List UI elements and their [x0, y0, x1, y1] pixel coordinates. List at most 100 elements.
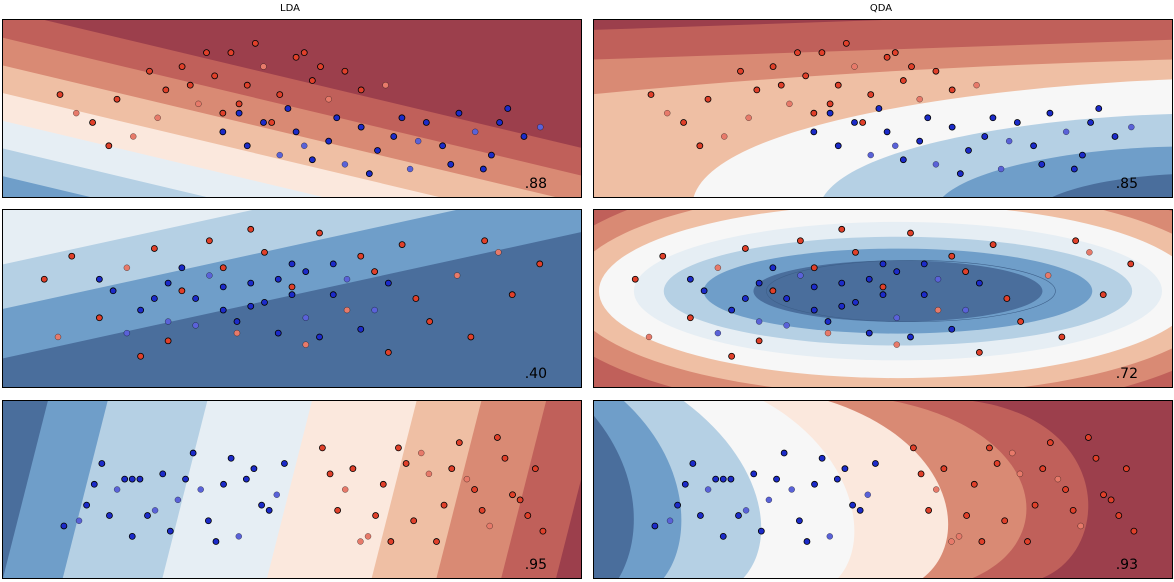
red-point	[509, 491, 516, 499]
lda-score-1: .88	[524, 176, 547, 192]
red-point	[357, 86, 365, 94]
blue-point	[783, 322, 790, 329]
blue-point	[975, 279, 983, 287]
blue-point	[697, 512, 704, 519]
blue-point	[206, 272, 213, 279]
red-point	[794, 49, 801, 56]
decision-band	[556, 479, 581, 578]
blue-point	[333, 114, 341, 122]
blue-point	[128, 475, 136, 483]
red-point	[325, 96, 332, 103]
blue-point	[233, 318, 241, 325]
red-point	[1127, 260, 1135, 268]
blue-point	[136, 475, 144, 483]
red-point	[531, 465, 539, 472]
blue-point	[265, 507, 273, 514]
blue-point	[907, 333, 914, 341]
blue-point	[892, 142, 899, 149]
red-point	[1058, 333, 1066, 341]
blue-point	[219, 283, 227, 291]
red-point	[89, 119, 96, 126]
red-point	[647, 91, 655, 98]
blue-point	[651, 522, 659, 530]
blue-point	[965, 147, 972, 154]
blue-point	[700, 287, 708, 295]
red-point	[810, 109, 818, 117]
red-point	[1001, 517, 1009, 525]
red-point	[893, 341, 900, 348]
red-point	[786, 100, 793, 107]
red-point	[130, 133, 137, 140]
qda-plot-1	[594, 20, 1172, 197]
scatter-points	[56, 39, 544, 178]
red-point	[357, 252, 365, 260]
red-point	[1085, 434, 1092, 441]
red-point	[349, 465, 357, 472]
blue-point	[755, 279, 763, 287]
red-point	[178, 287, 186, 295]
blue-point	[810, 306, 818, 314]
blue-point	[865, 329, 873, 337]
decision-ellipse	[753, 260, 1043, 322]
red-point	[154, 114, 161, 121]
red-point	[384, 349, 392, 356]
blue-point	[357, 123, 365, 131]
red-point	[402, 460, 410, 467]
blue-point	[920, 260, 928, 268]
red-point	[802, 72, 810, 80]
blue-point	[1063, 128, 1070, 135]
red-point	[343, 306, 351, 314]
red-point	[357, 538, 364, 545]
blue-point	[164, 318, 172, 325]
red-point	[664, 110, 671, 117]
blue-point	[365, 170, 373, 178]
blue-point	[797, 272, 804, 279]
blue-point	[343, 276, 351, 283]
blue-point	[879, 260, 887, 268]
red-point	[302, 341, 309, 348]
red-point	[1009, 449, 1016, 457]
red-point	[467, 333, 475, 341]
lda-score-2: .40	[524, 366, 547, 382]
blue-point	[783, 295, 791, 302]
red-point	[916, 96, 923, 103]
blue-point	[997, 165, 1005, 173]
red-point	[426, 318, 434, 325]
blue-point	[447, 161, 455, 168]
red-point	[233, 329, 241, 337]
red-point	[993, 460, 1001, 467]
scatter-points	[651, 434, 1138, 545]
blue-point	[689, 460, 697, 467]
red-point	[205, 237, 213, 245]
blue-point	[883, 128, 891, 136]
red-point	[137, 352, 145, 360]
blue-point	[1013, 119, 1021, 126]
red-point	[1024, 538, 1031, 545]
blue-point	[496, 119, 503, 126]
blue-point	[757, 527, 765, 535]
blue-point	[838, 302, 846, 310]
blue-point	[1087, 119, 1094, 126]
red-point	[1092, 454, 1100, 462]
red-point	[453, 272, 461, 279]
blue-point	[128, 533, 136, 540]
blue-point	[681, 480, 689, 488]
red-point	[379, 480, 387, 488]
red-point	[704, 95, 712, 103]
blue-point	[932, 161, 940, 168]
red-point	[211, 72, 219, 80]
blue-point	[212, 538, 220, 545]
red-point	[300, 49, 308, 56]
blue-point	[520, 133, 528, 140]
blue-point	[189, 449, 197, 457]
blue-point	[398, 114, 406, 122]
red-point	[1107, 496, 1115, 504]
red-point	[203, 49, 210, 56]
blue-point	[712, 475, 720, 483]
red-point	[859, 119, 867, 126]
red-point	[495, 249, 502, 256]
blue-point	[219, 128, 227, 136]
red-point	[973, 82, 980, 89]
red-point	[769, 287, 777, 295]
qda-score-3: .93	[1115, 557, 1138, 573]
